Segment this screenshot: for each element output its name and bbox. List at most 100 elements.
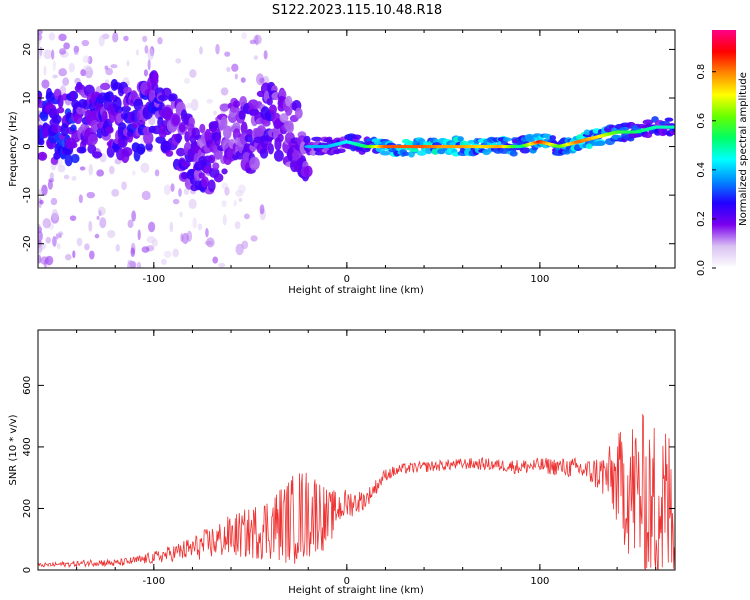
colorbar: 0.0 0.2 0.4 0.6 0.8 Normalized spectral ampl… <box>696 30 749 276</box>
spectrogram-blob <box>336 148 346 154</box>
spectrogram-x-tick-label: -100 <box>142 274 165 285</box>
snr-y-tick-label: 600 <box>22 376 33 395</box>
spectrogram-noise-blob <box>62 77 70 86</box>
spectrogram-noise-blob <box>96 169 105 177</box>
spectrogram-noise-blob <box>222 214 227 226</box>
snr-x-tick-label: 100 <box>530 576 549 587</box>
spectrogram-blob <box>509 150 518 157</box>
spectrogram-y-tick-label: 0 <box>22 143 33 149</box>
spectrogram-noise-blob <box>80 69 87 77</box>
spectrogram-blob <box>664 117 674 122</box>
spectrogram-blob <box>121 105 131 113</box>
spectrogram-noise-blob <box>112 31 119 43</box>
snr-x-axis-label: Height of straight line (km) <box>288 585 424 596</box>
spectrogram-noise-blob <box>58 33 67 42</box>
spectrogram-blob <box>542 133 552 139</box>
spectrogram-noise-blob <box>96 215 100 220</box>
spectrogram-blob <box>71 153 80 164</box>
spectrogram-noise-blob <box>151 238 159 247</box>
spectrogram-blob <box>519 147 531 154</box>
spectrogram-blob <box>175 133 182 144</box>
spectrogram-noise-blob <box>109 165 115 175</box>
spectrogram-noise-blob <box>94 233 100 239</box>
spectrogram-blob <box>78 146 87 154</box>
spectrogram-noise-blob <box>241 32 247 40</box>
spectrogram-noise-blob <box>172 198 180 205</box>
spectrogram-noise-blob <box>169 221 174 233</box>
spectrogram-noise-blob <box>212 256 219 264</box>
spectrogram-blob <box>168 93 178 102</box>
spectrogram-noise-blob <box>147 221 156 233</box>
spectrogram-blob <box>214 133 221 147</box>
spectrogram-blob <box>99 82 111 91</box>
spectrogram-blob <box>105 91 114 102</box>
snr-y-axis-label: SNR (10 * v/v) <box>8 414 19 485</box>
spectrogram-noise-blob <box>175 58 182 64</box>
spectrogram-noise-blob <box>41 79 50 89</box>
spectrogram-noise-blob <box>238 197 243 203</box>
spectrogram-noise-blob <box>81 39 90 47</box>
spectrogram-blob <box>416 150 427 156</box>
spectrogram-noise-blob <box>86 191 96 199</box>
spectrogram-blob <box>409 148 419 153</box>
spectrogram-noise-blob <box>163 250 172 259</box>
spectrogram-blob <box>279 113 289 123</box>
spectrogram-noise-blob <box>172 248 179 258</box>
spectrogram-x-tick-label: 0 <box>344 274 350 285</box>
spectrogram-blob <box>69 90 77 102</box>
spectrogram-blob <box>51 114 62 124</box>
spectrogram-noise-blob <box>183 77 191 84</box>
spectrogram-blob <box>457 136 464 142</box>
spectrogram-noise-blob <box>50 197 58 206</box>
spectrogram-blobs <box>38 30 675 268</box>
spectrogram-frame <box>37 29 676 269</box>
snr-y-ticks: 0 200 400 600 <box>22 376 675 573</box>
spectrogram-blob <box>240 121 248 136</box>
spectrogram-noise-blob <box>259 204 265 215</box>
spectrogram-noise-blob <box>105 67 114 76</box>
spectrogram-blob <box>267 143 274 155</box>
spectrogram-blob <box>246 128 253 138</box>
colorbar-tick-label: 0.6 <box>696 113 707 129</box>
spectrogram-noise-blob <box>84 243 90 251</box>
spectrogram-blob <box>259 148 269 159</box>
spectrogram-blob <box>178 121 186 133</box>
spectrogram-blob <box>60 123 69 137</box>
spectrogram-noise-blob <box>233 200 237 207</box>
spectrogram-noise-blob <box>40 256 49 265</box>
spectrogram-noise-blob <box>157 36 163 45</box>
spectrogram-noise-blob <box>52 59 56 72</box>
spectrogram-noise-blob <box>253 55 259 60</box>
spectrogram-blob <box>273 149 284 162</box>
spectrogram-noise-blob <box>64 254 72 261</box>
spectrogram-y-ticks: -20 -10 0 10 20 <box>22 43 675 252</box>
spectrogram-blob <box>161 87 172 98</box>
spectrogram-y-tick-label: 10 <box>22 92 33 105</box>
spectrogram-y-tick-label: -20 <box>22 236 33 252</box>
spectrogram-noise-blob <box>57 231 64 236</box>
spectrogram-noise-blob <box>243 213 250 220</box>
spectrogram-ridge-core <box>669 125 675 129</box>
spectrogram-blob <box>114 105 123 115</box>
spectrogram-blob <box>38 91 42 102</box>
spectrogram-x-ticks: -100 0 100 <box>37 30 657 285</box>
spectrogram-noise-blob <box>205 228 209 238</box>
spectrogram-noise-blob <box>218 262 226 268</box>
spectrogram-noise-blob <box>38 230 43 241</box>
spectrogram-blob <box>437 148 446 155</box>
spectrogram-noise-blob <box>180 233 184 243</box>
spectrogram-blob <box>199 123 206 134</box>
spectrogram-y-axis-label: Frequency (Hz) <box>8 111 19 187</box>
spectrogram-x-axis-label: Height of straight line (km) <box>288 285 424 296</box>
colorbar-gradient <box>712 30 736 268</box>
spectrogram-noise-blob <box>197 223 203 231</box>
spectrogram-noise-blob <box>68 62 75 73</box>
colorbar-tick-label: 0.8 <box>696 64 707 80</box>
spectrogram-noise-blob <box>38 242 47 250</box>
spectrogram-noise-blob <box>143 69 148 77</box>
spectrogram-noise-blob <box>189 69 197 78</box>
colorbar-label: Normalized spectral amplitude <box>738 72 749 226</box>
spectrogram-blob <box>87 133 98 146</box>
spectrogram-noise-blob <box>121 181 127 191</box>
